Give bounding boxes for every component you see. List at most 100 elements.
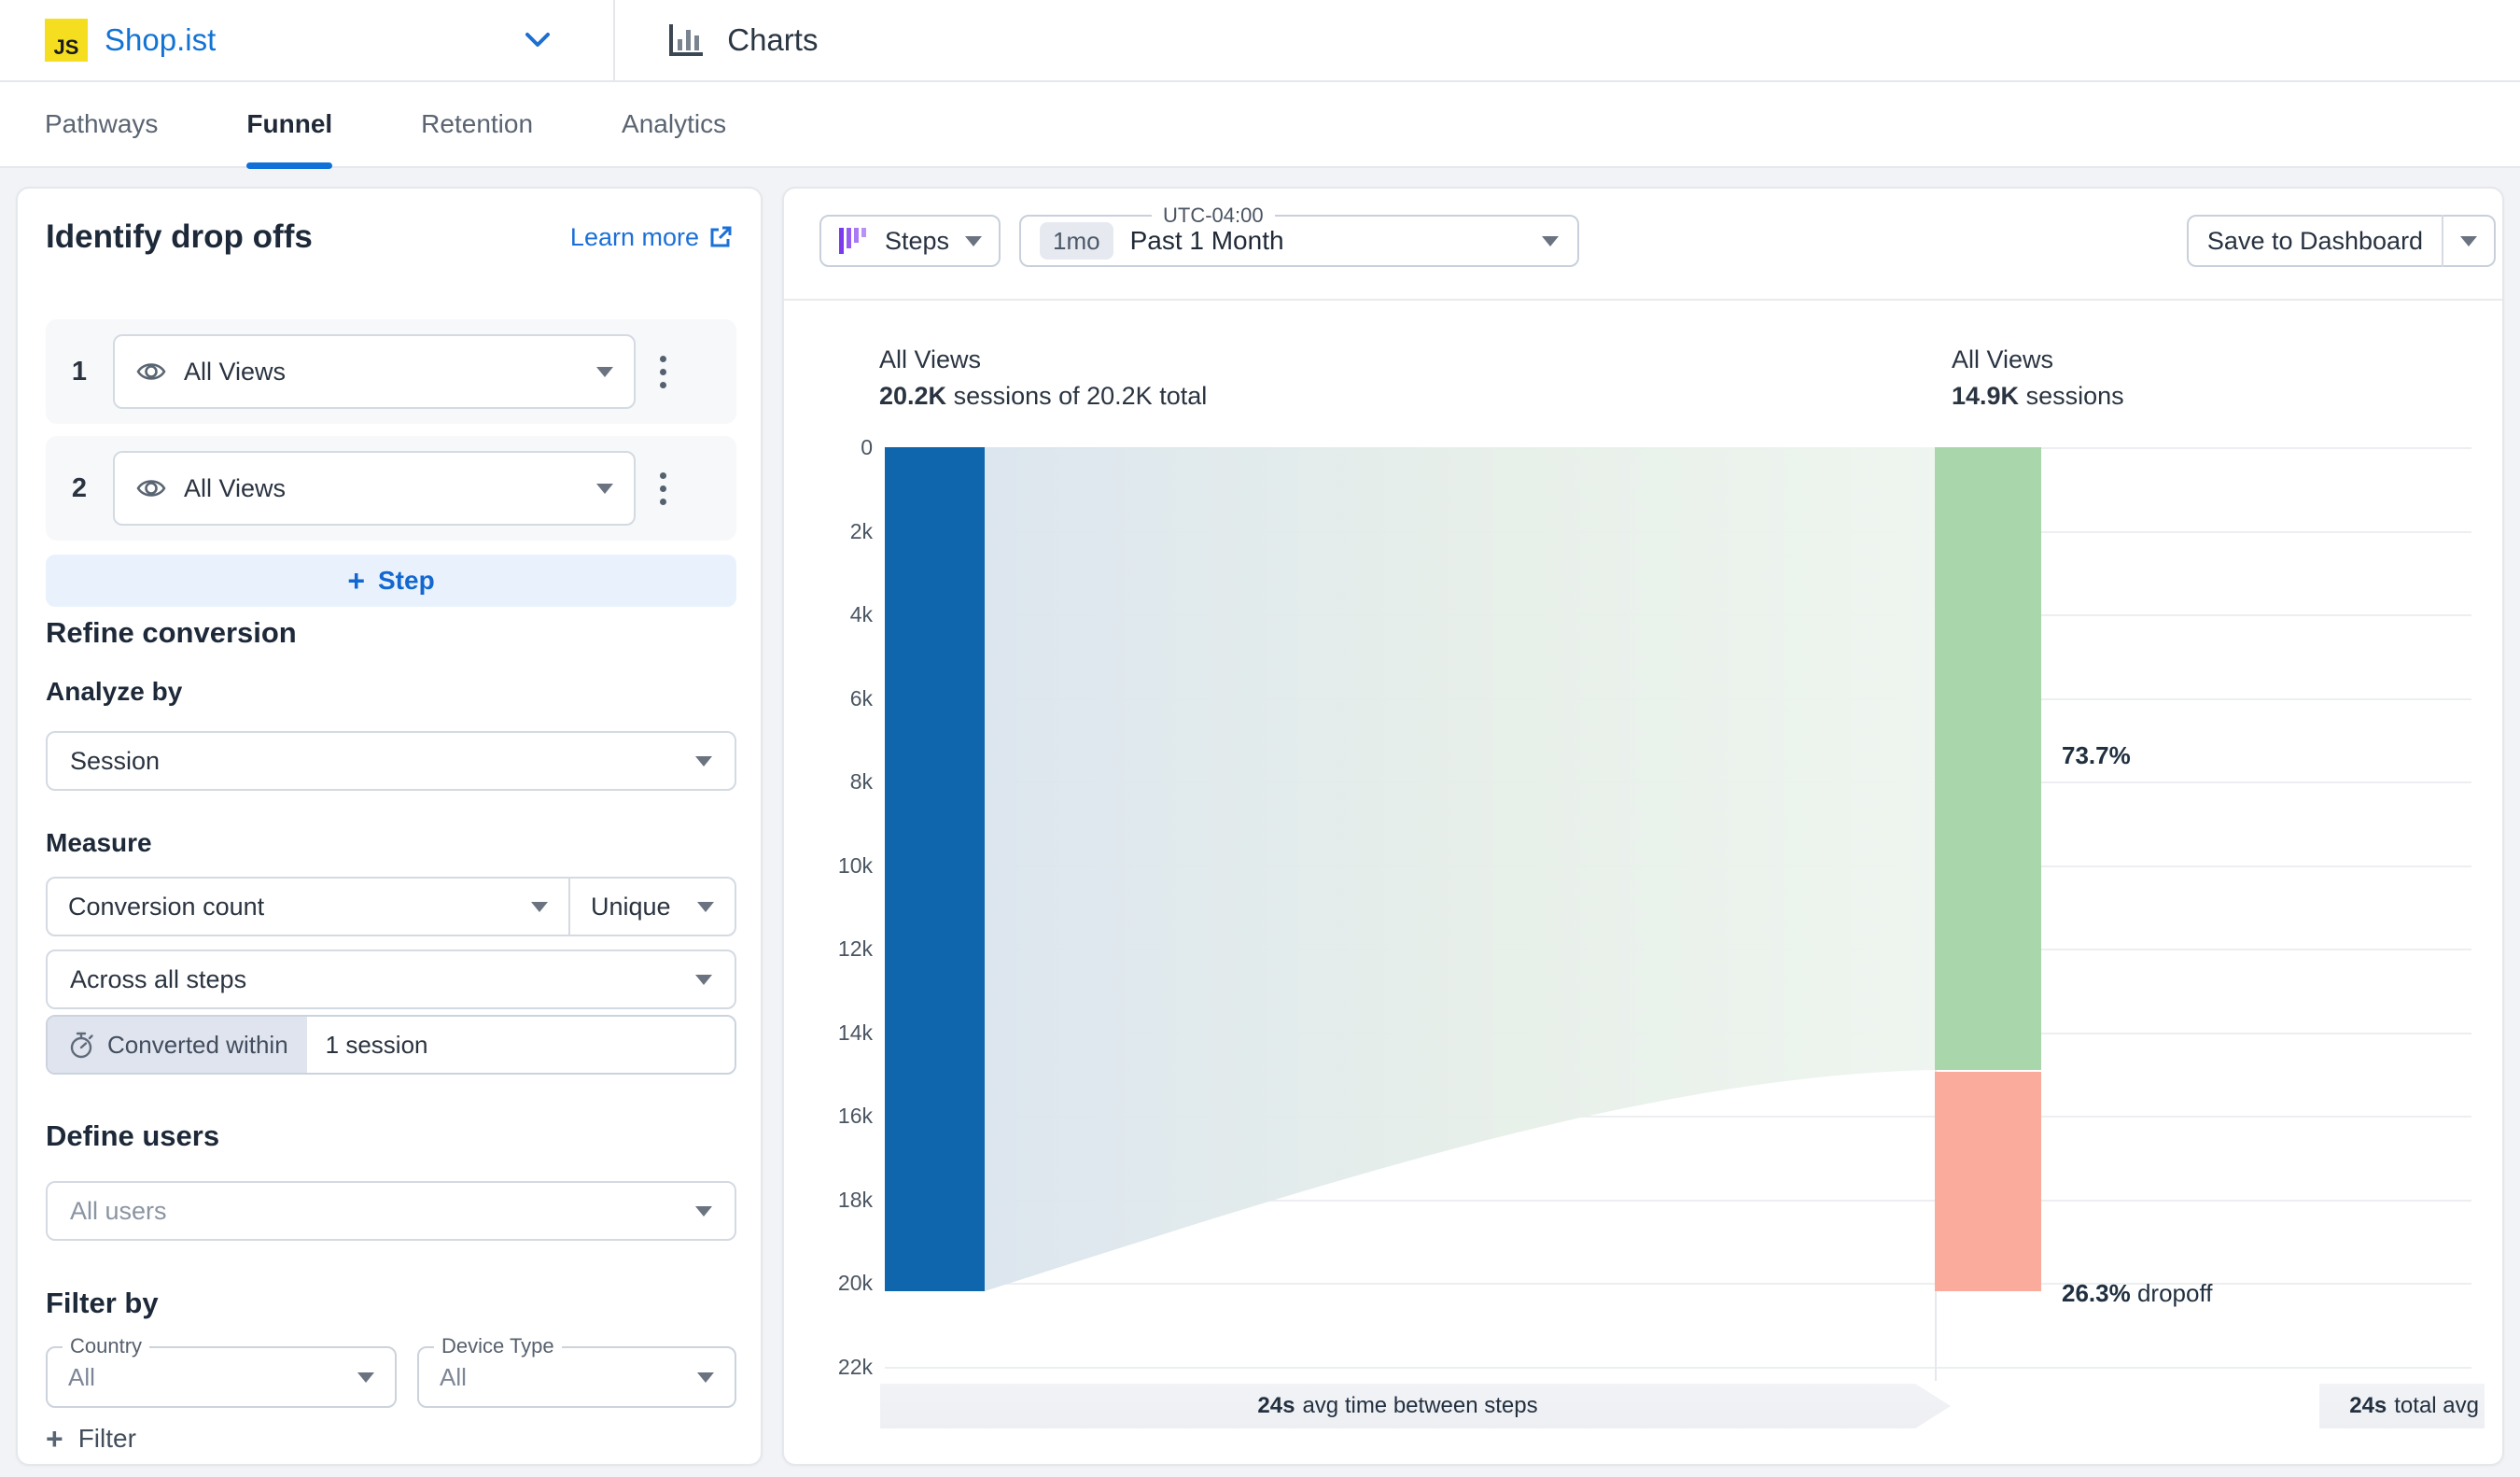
- step-1-count: 20.2K sessions of 20.2K total: [879, 382, 1208, 410]
- define-users-dropdown[interactable]: All users: [46, 1181, 736, 1241]
- timezone-label: UTC-04:00: [1152, 204, 1275, 228]
- add-step-button[interactable]: + Step: [46, 555, 736, 607]
- refine-conversion-title: Refine conversion: [46, 616, 297, 649]
- total-avg-time-band: 24s total avg: [2319, 1384, 2485, 1428]
- chevron-down-icon: [695, 755, 712, 767]
- eye-icon: [136, 363, 166, 380]
- chevron-down-icon: [1542, 235, 1559, 246]
- save-options-dropdown[interactable]: [2442, 215, 2494, 267]
- chevron-down-icon: [357, 1372, 374, 1383]
- step-1-name: All Views: [879, 345, 982, 373]
- tab-analytics[interactable]: Analytics: [622, 109, 727, 138]
- workspace-chevron-down-icon[interactable]: [524, 31, 552, 49]
- bar-chart-icon: [664, 19, 707, 62]
- y-axis-tick: 12k: [837, 936, 873, 961]
- chevron-down-icon: [596, 366, 613, 377]
- y-axis-tick: 16k: [837, 1104, 873, 1128]
- y-axis-tick: 8k: [849, 769, 873, 794]
- workspace-name[interactable]: Shop.ist: [105, 22, 217, 57]
- date-range-dropdown[interactable]: UTC-04:00 1mo Past 1 Month: [1019, 204, 1579, 267]
- measure-label: Measure: [46, 828, 152, 857]
- step-1-event-dropdown[interactable]: All Views: [113, 334, 636, 409]
- converted-within-control: Converted within 1 session: [46, 1015, 736, 1075]
- funnel-step-row: 2 All Views: [46, 436, 736, 541]
- save-to-dashboard-button[interactable]: Save to Dashboard: [2187, 215, 2496, 267]
- country-filter-dropdown[interactable]: Country All: [46, 1334, 397, 1408]
- avg-time-between-steps-band: 24s avg time between steps: [880, 1384, 1951, 1428]
- chevron-down-icon: [965, 235, 982, 246]
- step-2-converted-bar: [1935, 447, 2041, 1070]
- converted-within-value[interactable]: 1 session: [325, 1030, 428, 1059]
- chevron-down-icon: [531, 901, 548, 912]
- chevron-down-icon: [695, 974, 712, 985]
- country-filter-label: Country: [63, 1334, 150, 1358]
- add-filter-button[interactable]: + Filter: [46, 1422, 136, 1456]
- workspace-logo[interactable]: JS: [45, 19, 88, 62]
- conversion-rate-label: 73.7%: [2062, 741, 2131, 769]
- top-bar: JS Shop.ist Charts: [0, 0, 2520, 82]
- y-axis-tick: 14k: [837, 1020, 873, 1045]
- y-axis-tick: 4k: [849, 602, 873, 626]
- external-link-icon: [710, 226, 732, 247]
- gridline: [885, 1200, 2471, 1202]
- plus-icon: +: [46, 1422, 63, 1456]
- y-axis-tick: 0: [861, 435, 873, 459]
- measure-row: Conversion count Unique: [46, 877, 736, 936]
- funnel-chart-panel: Steps UTC-04:00 1mo Past 1 Month Save to…: [782, 187, 2504, 1466]
- page-title: Charts: [727, 22, 819, 57]
- eye-icon: [136, 480, 166, 497]
- header-divider: [613, 0, 616, 81]
- tab-retention[interactable]: Retention: [421, 109, 534, 138]
- chevron-down-icon: [697, 1372, 714, 1383]
- measure-scope-dropdown[interactable]: Across all steps: [46, 950, 736, 1009]
- device-type-filter-dropdown[interactable]: Device Type All: [417, 1334, 736, 1408]
- gridline: [885, 1116, 2471, 1118]
- step-1-summary: All Views 20.2K sessions of 20.2K total: [879, 345, 1207, 411]
- tabs-bar: Pathways Funnel Retention Analytics: [0, 81, 2520, 169]
- funnel-step-row: 1 All Views: [46, 319, 736, 424]
- funnel-steps-icon: [839, 228, 866, 254]
- y-axis-tick: 10k: [837, 853, 873, 878]
- step-2-more-menu[interactable]: [660, 471, 666, 505]
- converted-within-label: Converted within: [48, 1017, 307, 1073]
- funnel-flow-area: [985, 447, 1935, 1291]
- step-2-count: 14.9K sessions: [1952, 382, 2124, 410]
- plus-icon: +: [347, 564, 365, 598]
- panel-title: Identify drop offs: [46, 218, 313, 255]
- workspace-logo-text: JS: [53, 35, 79, 59]
- toolbar-divider: [784, 299, 2502, 301]
- step-2-event-dropdown[interactable]: All Views: [113, 451, 636, 526]
- step-number: 1: [71, 356, 88, 387]
- chevron-down-icon: [2460, 235, 2477, 246]
- step-1-more-menu[interactable]: [660, 355, 666, 388]
- chevron-down-icon: [695, 1205, 712, 1217]
- y-axis-tick: 18k: [837, 1188, 873, 1212]
- analyze-by-dropdown[interactable]: Session: [46, 731, 736, 791]
- stopwatch-icon: [70, 1032, 93, 1059]
- date-range-badge: 1mo: [1040, 222, 1113, 260]
- step-number: 2: [71, 472, 88, 503]
- tab-funnel[interactable]: Funnel: [246, 81, 333, 169]
- filter-by-title: Filter by: [46, 1287, 159, 1319]
- measure-type-dropdown[interactable]: Conversion count: [48, 879, 568, 935]
- dropoff-rate-label: 26.3% dropoff: [2062, 1279, 2213, 1307]
- device-type-filter-label: Device Type: [434, 1334, 562, 1358]
- y-axis-tick: 22k: [837, 1355, 873, 1379]
- y-axis-tick: 20k: [837, 1271, 873, 1295]
- tab-pathways[interactable]: Pathways: [45, 109, 159, 138]
- chart-type-dropdown[interactable]: Steps: [819, 215, 1001, 267]
- step-2-summary: All Views 14.9K sessions: [1952, 345, 2124, 411]
- define-users-title: Define users: [46, 1119, 220, 1152]
- learn-more-link[interactable]: Learn more: [570, 223, 733, 252]
- gridline: [885, 1283, 2471, 1285]
- y-axis-tick: 2k: [849, 519, 873, 543]
- analyze-by-label: Analyze by: [46, 677, 183, 706]
- measure-mode-dropdown[interactable]: Unique: [568, 879, 735, 935]
- active-tab-underline: [246, 162, 333, 169]
- chevron-down-icon: [697, 901, 714, 912]
- step-2-dropoff-bar: [1935, 1072, 2041, 1291]
- step-event-label: All Views: [184, 357, 287, 386]
- funnel-plot: [885, 447, 2041, 1291]
- funnel-config-panel: Identify drop offs Learn more 1 All View…: [16, 187, 763, 1466]
- step-2-name: All Views: [1952, 345, 2054, 373]
